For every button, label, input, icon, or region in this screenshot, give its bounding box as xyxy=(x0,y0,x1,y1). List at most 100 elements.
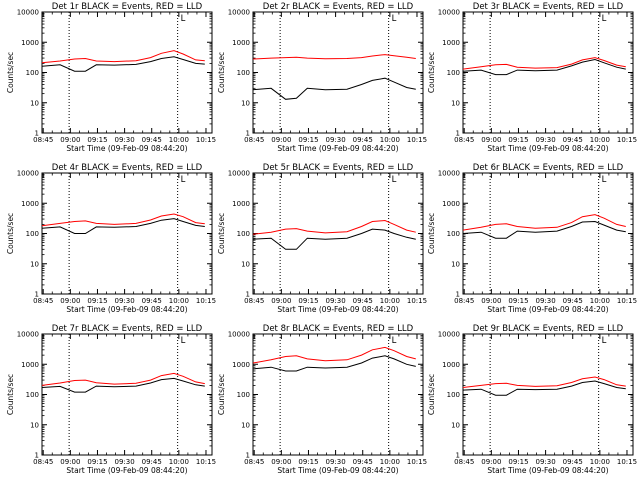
series-line-events xyxy=(252,77,416,100)
series-line-lld xyxy=(252,346,416,364)
panel-det-8: Det 8r BLACK = Events, RED = LLD Counts/s… xyxy=(217,324,427,475)
y-tick-label: 10000 xyxy=(17,170,39,178)
panel-det-9: Det 9r BLACK = Events, RED = LLD Counts/s… xyxy=(427,324,637,475)
x-tick-label: 10:15 xyxy=(617,458,637,466)
series-line-events xyxy=(462,58,626,76)
x-tick-label: 10:15 xyxy=(407,458,427,466)
y-axis-label: Counts/sec xyxy=(427,374,436,415)
x-tick-label: 09:15 xyxy=(87,458,107,466)
x-axis-label: Start Time (09-Feb-09 08:44:20) xyxy=(487,144,608,153)
x-tick-label: 08:45 xyxy=(244,458,264,466)
x-tick-label: 09:15 xyxy=(298,458,318,466)
x-tick-label: 09:45 xyxy=(142,458,162,466)
corner-mark: L xyxy=(181,175,186,185)
x-tick-label: 09:15 xyxy=(298,136,318,144)
y-tick-label: 1 xyxy=(456,291,460,299)
panel-det-1: Det 1r BLACK = Events, RED = LLD Counts/s… xyxy=(6,2,216,153)
x-tick-label: 10:00 xyxy=(169,458,189,466)
x-tick-label: 08:45 xyxy=(33,297,53,305)
y-axis-label: Counts/sec xyxy=(6,52,15,93)
x-tick-label: 09:45 xyxy=(142,297,162,305)
x-tick-label: 10:00 xyxy=(590,458,610,466)
y-axis-label: Counts/sec xyxy=(217,52,226,93)
x-tick-label: 10:15 xyxy=(617,136,637,144)
x-tick-label: 09:30 xyxy=(536,458,556,466)
y-axis-label: Counts/sec xyxy=(427,52,436,93)
y-tick-label: 1000 xyxy=(442,361,460,369)
series-line-lld xyxy=(252,219,416,235)
y-axis-label: Counts/sec xyxy=(6,213,15,254)
plot-frame xyxy=(462,172,634,295)
y-tick-label: 10000 xyxy=(228,331,250,339)
y-tick-label: 100 xyxy=(237,391,250,399)
y-tick-label: 1 xyxy=(35,130,39,138)
plot-frame xyxy=(41,11,213,134)
panel-det-7: Det 7r BLACK = Events, RED = LLD Counts/s… xyxy=(6,324,216,475)
x-tick-label: 09:45 xyxy=(353,297,373,305)
panel-title: Det 2r BLACK = Events, RED = LLD xyxy=(263,2,414,12)
y-tick-label: 1 xyxy=(35,291,39,299)
y-tick-label: 10 xyxy=(241,99,250,107)
series-line-events xyxy=(41,218,205,234)
y-tick-label: 10000 xyxy=(17,9,39,17)
x-tick-label: 09:45 xyxy=(353,458,373,466)
x-axis-label: Start Time (09-Feb-09 08:44:20) xyxy=(66,305,187,314)
x-tick-label: 09:45 xyxy=(563,458,583,466)
series-line-events xyxy=(462,380,626,396)
y-tick-label: 1000 xyxy=(21,39,39,47)
x-tick-label: 09:00 xyxy=(481,297,501,305)
y-tick-label: 1000 xyxy=(232,39,250,47)
corner-mark: L xyxy=(392,175,397,185)
x-tick-label: 09:30 xyxy=(115,136,135,144)
x-tick-label: 09:00 xyxy=(60,136,80,144)
series-line-events xyxy=(252,228,416,250)
x-tick-label: 09:00 xyxy=(481,458,501,466)
y-tick-label: 10000 xyxy=(438,170,460,178)
y-tick-label: 10 xyxy=(30,260,39,268)
series-line-events xyxy=(41,377,205,393)
panel-det-2: Det 2r BLACK = Events, RED = LLD Counts/s… xyxy=(217,2,427,153)
x-tick-label: 10:00 xyxy=(380,136,400,144)
x-tick-label: 09:30 xyxy=(115,458,135,466)
corner-mark: L xyxy=(181,14,186,24)
plot-frame xyxy=(252,11,424,134)
panel-title: Det 4r BLACK = Events, RED = LLD xyxy=(52,163,203,173)
x-tick-label: 09:00 xyxy=(271,458,291,466)
x-tick-label: 09:30 xyxy=(326,297,346,305)
x-tick-label: 09:15 xyxy=(87,297,107,305)
y-axis-label: Counts/sec xyxy=(217,213,226,254)
y-tick-label: 10 xyxy=(451,421,460,429)
panel-title: Det 1r BLACK = Events, RED = LLD xyxy=(52,2,203,12)
x-tick-label: 08:45 xyxy=(244,136,264,144)
series-line-lld xyxy=(41,372,205,386)
x-tick-label: 08:45 xyxy=(454,458,474,466)
plot-frame xyxy=(41,172,213,295)
y-tick-label: 100 xyxy=(447,230,460,238)
y-tick-label: 1000 xyxy=(21,200,39,208)
panel-title: Det 8r BLACK = Events, RED = LLD xyxy=(263,324,414,334)
x-axis-label: Start Time (09-Feb-09 08:44:20) xyxy=(66,144,187,153)
x-axis-label: Start Time (09-Feb-09 08:44:20) xyxy=(487,466,608,475)
corner-mark: L xyxy=(602,14,607,24)
y-tick-label: 10000 xyxy=(228,9,250,17)
plot-frame xyxy=(462,333,634,456)
x-tick-label: 09:15 xyxy=(87,136,107,144)
y-tick-label: 10 xyxy=(241,260,250,268)
x-tick-label: 08:45 xyxy=(33,136,53,144)
y-tick-label: 10 xyxy=(241,421,250,429)
y-axis-label: Counts/sec xyxy=(427,213,436,254)
panel-det-3: Det 3r BLACK = Events, RED = LLD Counts/s… xyxy=(427,2,637,153)
y-tick-label: 10000 xyxy=(228,170,250,178)
y-tick-label: 1 xyxy=(246,291,250,299)
x-tick-label: 09:30 xyxy=(115,297,135,305)
x-tick-label: 09:30 xyxy=(536,136,556,144)
x-tick-label: 10:15 xyxy=(196,297,216,305)
corner-mark: L xyxy=(602,175,607,185)
x-tick-label: 09:15 xyxy=(508,297,528,305)
y-tick-label: 100 xyxy=(237,230,250,238)
x-axis-label: Start Time (09-Feb-09 08:44:20) xyxy=(66,466,187,475)
y-tick-label: 1000 xyxy=(232,361,250,369)
x-tick-label: 10:00 xyxy=(380,297,400,305)
x-tick-label: 09:15 xyxy=(508,458,528,466)
